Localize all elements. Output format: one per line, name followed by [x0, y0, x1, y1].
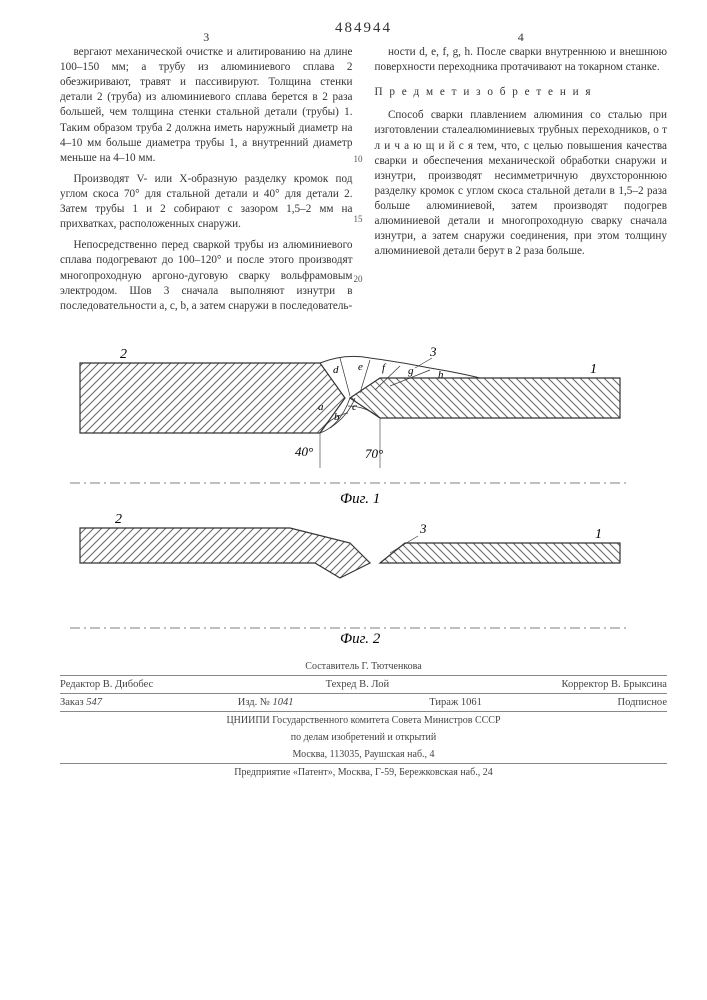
fig1-label-a: a: [318, 401, 324, 413]
fig1-label-70: 70°: [365, 446, 383, 461]
col-number-right: 4: [518, 29, 524, 45]
fig1-label-d: d: [333, 364, 339, 376]
fig2-label-1: 1: [595, 527, 602, 542]
sostavitel-line: Составитель Г. Тютченкова: [60, 658, 667, 675]
figures-block: 2 1 3 40° 70° a b c d e f g h Фиг. 1 2 1…: [60, 338, 667, 658]
print-row: Заказ 547 Изд. № 1041 Тираж 1061 Подписн…: [60, 693, 667, 711]
org2: по делам изобретений и открытий: [60, 729, 667, 746]
col-number-left: 3: [203, 29, 209, 45]
staff-row: Редактор В. Дибобес Техред В. Лой Коррек…: [60, 675, 667, 693]
fig2-part1: [380, 543, 620, 563]
para-l2: Производят V- или X-образную разделку кр…: [60, 172, 353, 232]
org4: Предприятие «Патент», Москва, Г-59, Бере…: [60, 763, 667, 781]
fig2-part2: [80, 528, 370, 578]
fig1-label-e: e: [358, 361, 363, 373]
korrektor: Корректор В. Брыксина: [562, 679, 667, 690]
fig1-caption: Фиг. 1: [340, 491, 380, 507]
fig1-label-g: g: [408, 365, 414, 377]
line-mark-10: 10: [354, 153, 363, 165]
fig1-label-b: b: [334, 411, 340, 423]
podpisnoe: Подписное: [618, 697, 667, 708]
para-r1: ности d, e, f, g, h. После сварки внутре…: [375, 45, 668, 75]
redaktor: Редактор В. Дибобес: [60, 679, 153, 690]
fig1-label-1: 1: [590, 362, 597, 377]
right-column: 4 ности d, e, f, g, h. После сварки внут…: [375, 45, 668, 320]
org1: ЦНИИПИ Государственного комитета Совета …: [60, 711, 667, 729]
para-r3: Способ сварки плавлением алюминия со ста…: [375, 108, 668, 259]
claims-header: П р е д м е т и з о б р е т е н и я: [375, 85, 668, 100]
line-mark-15: 15: [354, 213, 363, 225]
fig1-label-2: 2: [120, 347, 127, 362]
fig1-label-c: c: [352, 401, 357, 413]
line-mark-20: 20: [354, 273, 363, 285]
fig1-label-40: 40°: [295, 444, 313, 459]
fig2-label-2: 2: [115, 512, 122, 527]
tirazh: Тираж 1061: [429, 697, 482, 708]
figures-svg: 2 1 3 40° 70° a b c d e f g h Фиг. 1 2 1…: [60, 338, 660, 648]
two-column-text: 3 вергают механической очистке и алитиро…: [60, 45, 667, 320]
fig1-label-f: f: [382, 362, 387, 374]
izd: Изд. № 1041: [238, 697, 294, 708]
org3: Москва, 113035, Раушская наб., 4: [60, 746, 667, 763]
imprint-footer: Составитель Г. Тютченкова Редактор В. Ди…: [60, 658, 667, 781]
fig1-label-h: h: [438, 369, 444, 381]
zakaz: Заказ 547: [60, 697, 102, 708]
fig1-weld-top: [320, 356, 480, 378]
tehred: Техред В. Лой: [326, 679, 390, 690]
fig1-div1: [340, 358, 350, 396]
left-column: 3 вергают механической очистке и алитиро…: [60, 45, 353, 320]
fig2-label-3: 3: [419, 521, 427, 536]
fig1-part1: [350, 378, 620, 418]
fig1-label-3: 3: [429, 344, 437, 359]
para-l3: Непосредственно перед сваркой трубы из а…: [60, 238, 353, 314]
para-l1: вергают механической очистке и алитирова…: [60, 45, 353, 166]
fig2-caption: Фиг. 2: [340, 631, 381, 647]
fig1-part2: [80, 363, 345, 433]
patent-number: 484944: [60, 20, 667, 37]
